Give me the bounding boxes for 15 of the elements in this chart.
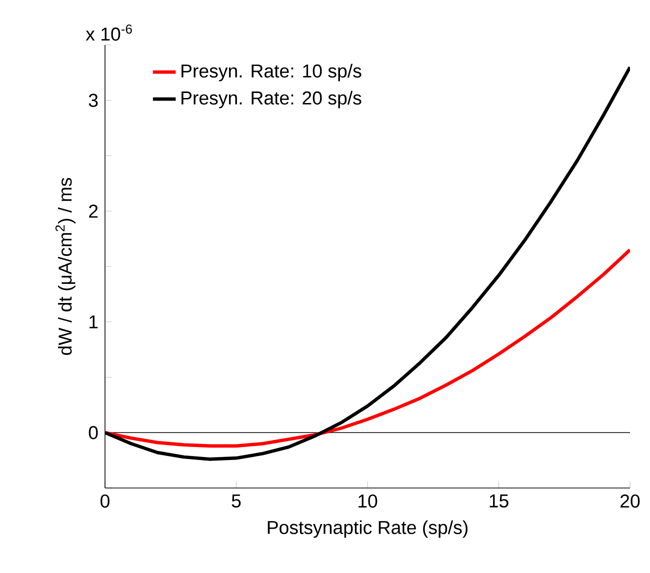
x-tick-label: 5 (232, 494, 241, 508)
y-tick-label: 0 (88, 426, 98, 440)
x-tick-label: 0 (100, 494, 110, 508)
y-tick-label: 2 (89, 204, 98, 218)
legend-label: Presyn. Rate: 10 sp/s (182, 64, 362, 82)
text: x 10$^{-6}$ (86, 24, 132, 41)
x-tick-label: 20 (620, 494, 640, 508)
y-axis-title: dW / dt (μA/cm$^{2}$) / ms (55, 178, 76, 355)
y-tick-label: 3 (88, 94, 98, 107)
x-tick-label: 15 (490, 494, 508, 508)
legend-label: Presyn. Rate: 20 sp/s (182, 90, 362, 108)
y-tick-label: 1 (90, 315, 98, 328)
x-tick-label: 10 (358, 494, 378, 508)
line-series (105, 248, 630, 448)
x-axis-title: Postsynaptic Rate (sp/s) (268, 520, 468, 538)
